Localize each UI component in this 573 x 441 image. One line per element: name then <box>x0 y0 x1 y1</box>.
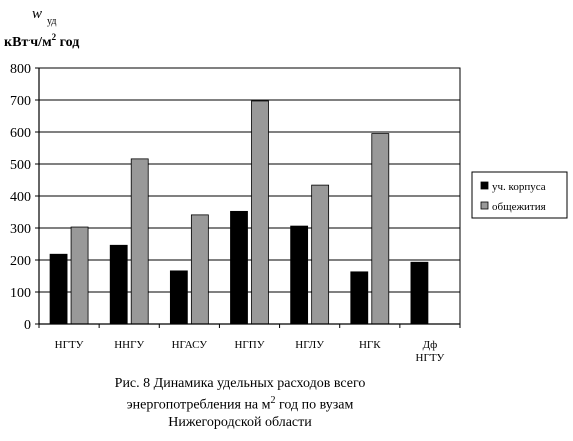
x-tick-label: НГЛУ <box>295 339 324 351</box>
bar-series1 <box>350 271 369 325</box>
y-axis-unit-part1: кВт <box>4 35 28 50</box>
bar-series2 <box>251 100 269 325</box>
legend-swatch-2 <box>480 201 489 210</box>
y-tick-label: 100 <box>10 286 31 301</box>
y-tick-label: 700 <box>10 94 31 109</box>
caption-line-3: Нижегородской области <box>168 414 312 430</box>
legend: уч. корпуса общежития <box>471 171 568 219</box>
bar-series2 <box>70 226 89 325</box>
bar-series1 <box>109 244 128 325</box>
bars <box>49 100 429 325</box>
y-axis-subscript: уд <box>47 16 56 27</box>
bar-series2 <box>311 184 330 325</box>
y-tick-label: 800 <box>10 62 31 77</box>
bar-series1 <box>49 253 68 325</box>
grid-lines <box>39 67 460 293</box>
x-tick-label: НГТУ <box>55 339 84 351</box>
caption-line-2-b: год по вузам <box>275 397 354 413</box>
bar-series2 <box>130 158 149 325</box>
y-axis-symbol: w <box>32 6 42 22</box>
x-tick-label: НГАСУ <box>172 339 208 351</box>
legend-box <box>471 171 568 219</box>
legend-label-1: уч. корпуса <box>492 181 546 193</box>
bar-series1 <box>290 225 309 325</box>
bar-series1 <box>230 210 248 325</box>
caption-line-2-sup: 2 <box>270 395 276 406</box>
bar-series2 <box>190 214 209 325</box>
y-axis-unit: кВт.ч/м2 год <box>4 32 79 50</box>
y-tick-label: 0 <box>24 318 31 333</box>
axes <box>35 67 461 328</box>
x-tick-label: НГК <box>359 339 381 351</box>
x-tick-label: НГПУ <box>234 339 264 351</box>
legend-swatch-1 <box>480 181 489 190</box>
y-tick-label: 500 <box>10 158 31 173</box>
y-axis-unit-part2: ч/м <box>30 35 52 50</box>
y-tick-label: 600 <box>10 126 31 141</box>
bar-series1 <box>410 261 429 325</box>
caption-line-2-a: энергопотребления на м <box>126 397 271 413</box>
x-tick-label: ННГУ <box>114 339 144 351</box>
caption-line-1: Рис. 8 Динамика удельных расходов всего <box>114 376 366 391</box>
y-axis-unit-part3: год <box>56 35 79 50</box>
bar-series2 <box>371 133 390 325</box>
figure-caption: Рис. 8 Динамика удельных расходов всего … <box>40 375 440 431</box>
y-tick-labels: 0 100 200 300 400 500 600 700 800 <box>10 62 31 333</box>
y-tick-label: 400 <box>10 190 31 205</box>
y-tick-label: 300 <box>10 222 31 237</box>
x-tick-labels: НГТУ ННГУ НГАСУ НГПУ НГЛУ НГК Дф НГТУ <box>55 339 445 364</box>
x-tick-label: Дф НГТУ <box>416 339 445 364</box>
y-axis-unit-sup: 2 <box>52 32 57 42</box>
bar-series1 <box>169 270 188 325</box>
y-tick-label: 200 <box>10 254 31 269</box>
legend-label-2: общежития <box>492 201 546 213</box>
caption-line-2: энергопотребления на м2 год по вузам <box>40 392 440 414</box>
